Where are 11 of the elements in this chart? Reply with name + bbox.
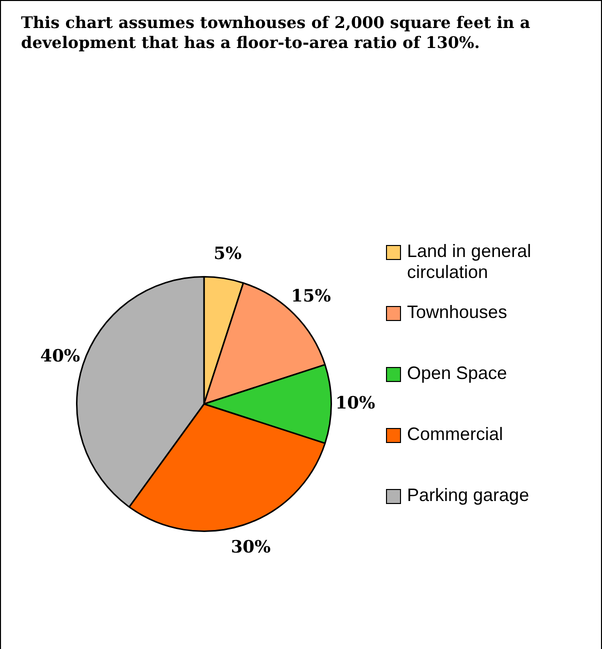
chart-title: This chart assumes townhouses of 2,000 square feet in a development that has a floor-to-area ratio of 130%. bbox=[21, 13, 532, 53]
legend-label: Parking garage bbox=[407, 485, 530, 506]
legend-label: Townhouses bbox=[407, 302, 508, 323]
data-label: 5% bbox=[214, 244, 242, 264]
legend-label: Commercial bbox=[407, 424, 504, 445]
data-label: 10% bbox=[335, 393, 376, 414]
legend-label: Open Space bbox=[407, 363, 508, 384]
data-label: 15% bbox=[291, 286, 331, 306]
legend-label: Land in general circulation bbox=[407, 241, 532, 283]
data-label: 40% bbox=[40, 346, 80, 367]
data-label: 30% bbox=[230, 537, 271, 558]
